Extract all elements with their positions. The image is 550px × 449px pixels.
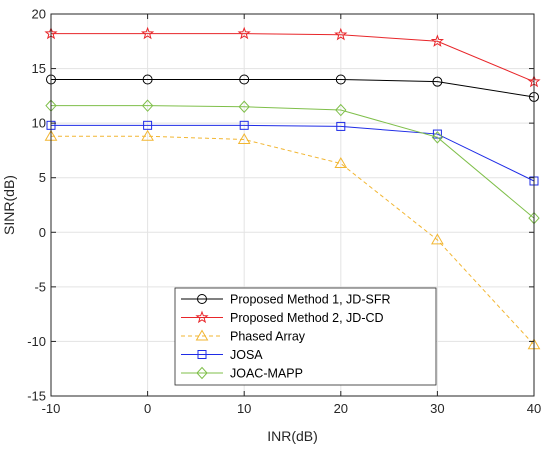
legend-item: Proposed Method 1, JD-SFR: [181, 293, 391, 307]
legend-item: Phased Array: [181, 330, 306, 344]
series-line: [51, 78, 535, 98]
legend-label: Proposed Method 1, JD-SFR: [230, 293, 391, 307]
y-tick-label: -5: [34, 279, 46, 294]
data-point: [432, 76, 443, 87]
legend-marker: [196, 366, 208, 380]
y-tick-label: 20: [32, 7, 46, 22]
data-point: [430, 34, 444, 47]
legend-label: Phased Array: [230, 330, 306, 344]
legend-marker: [195, 310, 209, 324]
x-tick-label: 0: [144, 401, 151, 416]
legend-label: JOSA: [230, 348, 263, 362]
x-tick-label: -10: [42, 401, 61, 416]
x-tick-label: 10: [237, 401, 251, 416]
plot-frame: [50, 13, 535, 397]
x-axis-label: INR(dB): [267, 428, 318, 444]
data-point: [335, 74, 346, 85]
legend-item: JOSA: [181, 348, 263, 362]
x-tick-label: 40: [527, 401, 541, 416]
data-point: [239, 74, 250, 85]
data-point: [431, 131, 444, 144]
legend-marker: [197, 294, 207, 304]
data-point: [143, 120, 153, 130]
series-line: [51, 135, 535, 346]
data-point: [432, 129, 442, 139]
legend-item: JOAC-MAPP: [181, 367, 303, 381]
x-tick-label: 30: [430, 401, 444, 416]
legend-label: JOAC-MAPP: [230, 367, 303, 381]
data-point: [237, 133, 251, 145]
data-point: [141, 129, 154, 141]
legend-label: Proposed Method 2, JD-CD: [230, 311, 384, 325]
legend-item: Proposed Method 2, JD-CD: [181, 310, 384, 325]
y-tick-label: 0: [39, 225, 46, 240]
data-point: [431, 233, 444, 245]
legend: Proposed Method 1, JD-SFR Proposed Method…: [174, 287, 437, 386]
series-line: [51, 124, 535, 182]
data-point: [335, 103, 347, 117]
y-tick-label: -15: [27, 389, 46, 404]
data-point: [336, 121, 346, 131]
y-tick-label: 10: [32, 116, 46, 131]
x-tick-label: 20: [334, 401, 348, 416]
series-4: [45, 99, 540, 225]
data-point: [237, 26, 251, 40]
y-tick-label: 5: [39, 170, 46, 185]
data-point: [334, 157, 348, 169]
data-point: [141, 26, 155, 40]
legend-marker: [197, 350, 207, 359]
data-point: [142, 74, 153, 85]
y-axis-label: SINR(dB): [1, 175, 17, 235]
series-0: [46, 74, 539, 102]
series-line: [51, 105, 535, 219]
y-tick-label: -10: [27, 334, 46, 349]
data-point: [334, 27, 348, 41]
data-point: [141, 99, 154, 112]
data-point: [238, 100, 250, 114]
series-line: [51, 33, 535, 83]
y-tick-label: 15: [32, 61, 46, 76]
legend-marker: [195, 329, 209, 341]
data-point: [239, 120, 249, 130]
